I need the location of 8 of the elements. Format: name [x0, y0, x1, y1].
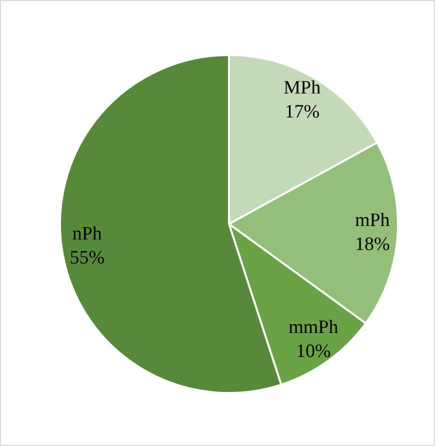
data-label: 10% [296, 341, 332, 362]
slice-label: MPh [284, 77, 322, 98]
slice-label: nPh [72, 223, 102, 244]
data-label: 55% [70, 247, 105, 268]
slice-label: mmPh [288, 317, 339, 338]
slice-label: mPh [354, 210, 390, 232]
data-label: 18% [354, 234, 390, 256]
data-label: 17% [284, 101, 320, 122]
